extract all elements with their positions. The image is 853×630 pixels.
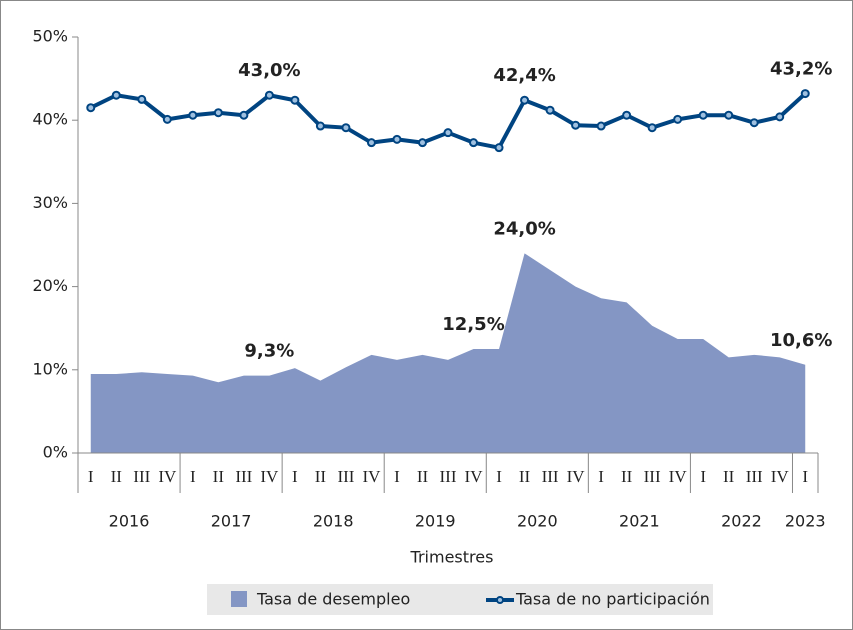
legend-label: Tasa de no participación <box>515 590 710 609</box>
legend-label: Tasa de desempleo <box>256 590 410 609</box>
marker <box>315 121 325 131</box>
x-tick-label: I <box>292 467 298 486</box>
x-tick-label: III <box>644 467 661 486</box>
marker <box>673 114 683 124</box>
marker <box>698 110 708 120</box>
value-label: 43,0% <box>238 60 300 81</box>
group-label: 2017 <box>211 512 252 531</box>
y-tick-label: 20% <box>32 276 68 295</box>
marker <box>188 110 198 120</box>
marker <box>520 95 530 105</box>
y-tick-label: 10% <box>32 359 68 378</box>
x-tick-label: I <box>88 467 94 486</box>
marker <box>596 121 606 131</box>
area <box>90 253 806 453</box>
x-tick-label: IV <box>260 467 279 486</box>
marker <box>622 110 632 120</box>
marker <box>162 114 172 124</box>
legend-swatch <box>231 591 247 607</box>
marker <box>571 120 581 130</box>
legend-marker <box>496 596 504 604</box>
marker <box>264 90 274 100</box>
x-axis-title: Trimestres <box>410 548 494 567</box>
value-label: 24,0% <box>493 218 555 239</box>
x-tick-label: I <box>598 467 604 486</box>
x-tick-label: IV <box>771 467 790 486</box>
marker <box>800 89 810 99</box>
x-tick-label: II <box>417 467 429 486</box>
x-tick-label: III <box>235 467 252 486</box>
value-label: 42,4% <box>493 65 555 86</box>
x-tick-label: II <box>213 467 225 486</box>
x-tick-label: IV <box>362 467 381 486</box>
marker <box>443 128 453 138</box>
marker <box>417 138 427 148</box>
marker <box>469 138 479 148</box>
x-tick-label: II <box>519 467 531 486</box>
x-tick-label: IV <box>567 467 586 486</box>
marker <box>213 108 223 118</box>
marker <box>111 90 121 100</box>
marker <box>86 103 96 113</box>
legend-box <box>207 584 713 615</box>
y-tick-label: 50% <box>32 27 68 46</box>
x-tick-label: III <box>440 467 457 486</box>
value-label: 43,2% <box>770 59 832 80</box>
group-label: 2018 <box>313 512 354 531</box>
marker <box>290 95 300 105</box>
x-tick-label: I <box>496 467 502 486</box>
x-tick-label: III <box>337 467 354 486</box>
marker <box>341 123 351 133</box>
x-tick-label: IV <box>465 467 484 486</box>
x-tick-label: III <box>746 467 763 486</box>
marker <box>749 118 759 128</box>
x-tick-label: II <box>315 467 327 486</box>
group-label: 2020 <box>517 512 558 531</box>
x-tick-label: IV <box>158 467 177 486</box>
value-label: 12,5% <box>442 314 504 335</box>
group-label: 2023 <box>785 512 826 531</box>
group-label: 2019 <box>415 512 456 531</box>
x-tick-label: II <box>723 467 735 486</box>
value-label: 9,3% <box>244 341 294 362</box>
marker <box>137 94 147 104</box>
y-tick-label: 30% <box>32 193 68 212</box>
marker <box>647 123 657 133</box>
x-tick-label: IV <box>669 467 688 486</box>
group-label: 2021 <box>619 512 660 531</box>
x-tick-label: I <box>700 467 706 486</box>
group-label: 2016 <box>109 512 150 531</box>
line <box>89 92 807 150</box>
x-tick-label: I <box>394 467 400 486</box>
y-tick-label: 0% <box>43 443 68 462</box>
x-tick-label: I <box>190 467 196 486</box>
x-tick-label: II <box>621 467 633 486</box>
marker <box>366 138 376 148</box>
marker <box>775 112 785 122</box>
marker <box>392 134 402 144</box>
y-tick-label: 40% <box>32 110 68 129</box>
marker <box>494 143 504 153</box>
marker <box>239 110 249 120</box>
x-tick-label: I <box>802 467 808 486</box>
x-tick-label: III <box>133 467 150 486</box>
value-label: 10,6% <box>770 330 832 351</box>
x-tick-label: II <box>111 467 123 486</box>
group-label: 2022 <box>721 512 762 531</box>
marker <box>545 105 555 115</box>
marker <box>724 110 734 120</box>
x-tick-label: III <box>542 467 559 486</box>
